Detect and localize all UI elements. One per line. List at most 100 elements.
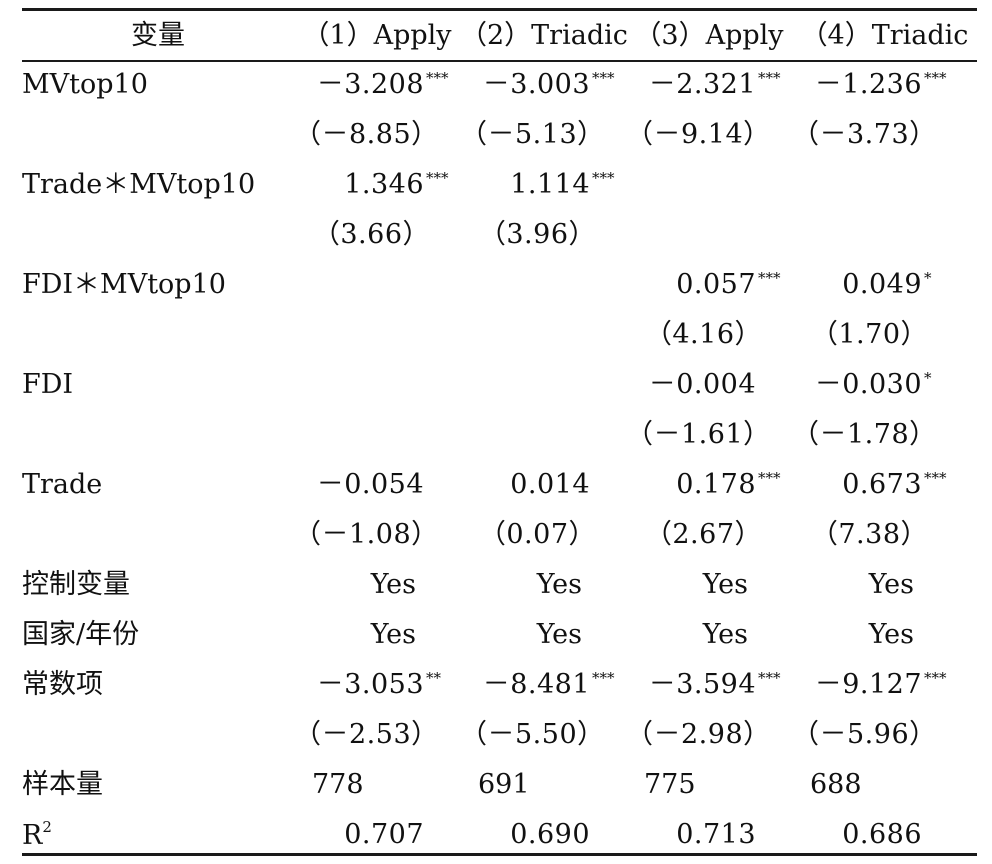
r-squared-row: R2 0.707 0.690 0.713 0.686 (22, 809, 977, 859)
coef-row: FDI＊MVtop10 0.057 *** 0.049 * (22, 259, 977, 309)
significance-stars: ** (426, 668, 441, 687)
r-squared-superscript: 2 (42, 817, 52, 836)
yes-value: Yes (868, 568, 914, 600)
t-value: （7.38） (810, 518, 928, 550)
t-value: （3.96） (478, 218, 596, 250)
significance-stars: * (924, 268, 932, 287)
significance-stars: *** (426, 168, 449, 187)
t-value: （－2.53） (294, 718, 439, 750)
r-squared-value: 0.713 (676, 818, 756, 850)
t-value: （－5.13） (460, 118, 605, 150)
significance-stars: *** (758, 268, 781, 287)
coef-row: Trade＊MVtop10 1.346 *** 1.114 *** (22, 159, 977, 209)
sample-size-value: 775 (644, 768, 696, 800)
yes-value: Yes (536, 568, 582, 600)
row-label: Trade＊MVtop10 (22, 168, 256, 200)
coef-row: FDI －0.004 －0.030 * (22, 359, 977, 409)
row-label: FDI (22, 368, 74, 400)
variable-header: 变量 (131, 19, 185, 51)
row-label: Trade (22, 468, 103, 500)
yes-value: Yes (702, 618, 748, 650)
t-value: （－1.08） (294, 518, 439, 550)
tstat-row: （－2.53） （－5.50） （－2.98） （－5.96） (22, 709, 977, 759)
sample-size-row: 样本量 778 691 775 688 (22, 759, 977, 809)
row-label: 样本量 (22, 768, 103, 800)
coef-value: 0.014 (510, 468, 590, 500)
coef-value: 1.346 (344, 168, 424, 200)
t-value: （0.07） (478, 518, 596, 550)
t-value: （－2.98） (626, 718, 771, 750)
row-label: R2 (22, 809, 294, 859)
row-label: 控制变量 (22, 568, 130, 600)
yes-value: Yes (868, 618, 914, 650)
yes-value: Yes (702, 568, 748, 600)
coef-value: －0.030 (814, 368, 922, 400)
significance-stars: *** (592, 668, 615, 687)
coef-value: －8.481 (482, 668, 590, 700)
fixed-effects-row: 国家/年份 Yes Yes Yes Yes (22, 609, 977, 659)
coef-value: －3.594 (648, 668, 756, 700)
significance-stars: *** (426, 68, 449, 87)
significance-stars: *** (924, 668, 947, 687)
coef-value: －0.054 (316, 468, 424, 500)
t-value: （4.16） (644, 318, 762, 350)
r-squared-value: 0.686 (842, 818, 922, 850)
coef-row: Trade －0.054 0.014 0.178 *** 0.673 *** (22, 459, 977, 509)
constant-row: 常数项 －3.053 ** －8.481 *** －3.594 *** －9.127 *… (22, 659, 977, 709)
coef-value: 1.114 (510, 168, 590, 200)
sample-size-value: 691 (478, 768, 530, 800)
coef-value: －1.236 (814, 68, 922, 100)
t-value: （－1.61） (626, 418, 771, 450)
t-value: （－3.73） (792, 118, 937, 150)
column-header-2: （2）Triadic (460, 19, 628, 51)
coef-value: －0.004 (648, 368, 756, 400)
row-label: FDI＊MVtop10 (22, 268, 226, 300)
regression-table: 变量 （1）Apply （2）Triadic （3）Apply （4）Triad… (22, 11, 977, 859)
significance-stars: * (924, 368, 932, 387)
coef-value: －3.208 (316, 68, 424, 100)
coef-value: －3.003 (482, 68, 590, 100)
coef-value: －9.127 (814, 668, 922, 700)
sample-size-value: 688 (810, 768, 862, 800)
r-squared-label: R (22, 819, 43, 851)
yes-value: Yes (370, 618, 416, 650)
header-rule (22, 60, 977, 62)
significance-stars: *** (758, 68, 781, 87)
tstat-row: （－1.61） （－1.78） (22, 409, 977, 459)
row-label: 国家/年份 (22, 618, 140, 650)
t-value: （1.70） (810, 318, 928, 350)
coef-row: MVtop10 －3.208 *** －3.003 *** －2.321 *** －1… (22, 59, 977, 109)
table-bottom-rule (22, 853, 977, 856)
row-label: 常数项 (22, 668, 103, 700)
tstat-row: （－1.08） （0.07） （2.67） （7.38） (22, 509, 977, 559)
sample-size-value: 778 (312, 768, 364, 800)
significance-stars: *** (924, 468, 947, 487)
controls-row: 控制变量 Yes Yes Yes Yes (22, 559, 977, 609)
tstat-row: （4.16） （1.70） (22, 309, 977, 359)
t-value: （－5.50） (460, 718, 605, 750)
r-squared-value: 0.707 (344, 818, 424, 850)
t-value: （－9.14） (626, 118, 771, 150)
yes-value: Yes (370, 568, 416, 600)
row-label: MVtop10 (22, 68, 148, 100)
significance-stars: *** (592, 68, 615, 87)
coef-value: －2.321 (648, 68, 756, 100)
t-value: （－1.78） (792, 418, 937, 450)
column-header-1: （1）Apply (302, 19, 452, 51)
coef-value: 0.673 (842, 468, 922, 500)
coef-value: 0.049 (842, 268, 922, 300)
significance-stars: *** (758, 468, 781, 487)
t-value: （－5.96） (792, 718, 937, 750)
tstat-row: （－8.85） （－5.13） （－9.14） （－3.73） (22, 109, 977, 159)
significance-stars: *** (758, 668, 781, 687)
t-value: （2.67） (644, 518, 762, 550)
significance-stars: *** (592, 168, 615, 187)
header-row: 变量 （1）Apply （2）Triadic （3）Apply （4）Triad… (22, 11, 977, 59)
t-value: （－8.85） (294, 118, 439, 150)
r-squared-value: 0.690 (510, 818, 590, 850)
column-header-4: （4）Triadic (800, 19, 969, 51)
column-header-3: （3）Apply (634, 19, 784, 51)
yes-value: Yes (536, 618, 582, 650)
coef-value: 0.057 (676, 268, 756, 300)
tstat-row: （3.66） （3.96） (22, 209, 977, 259)
